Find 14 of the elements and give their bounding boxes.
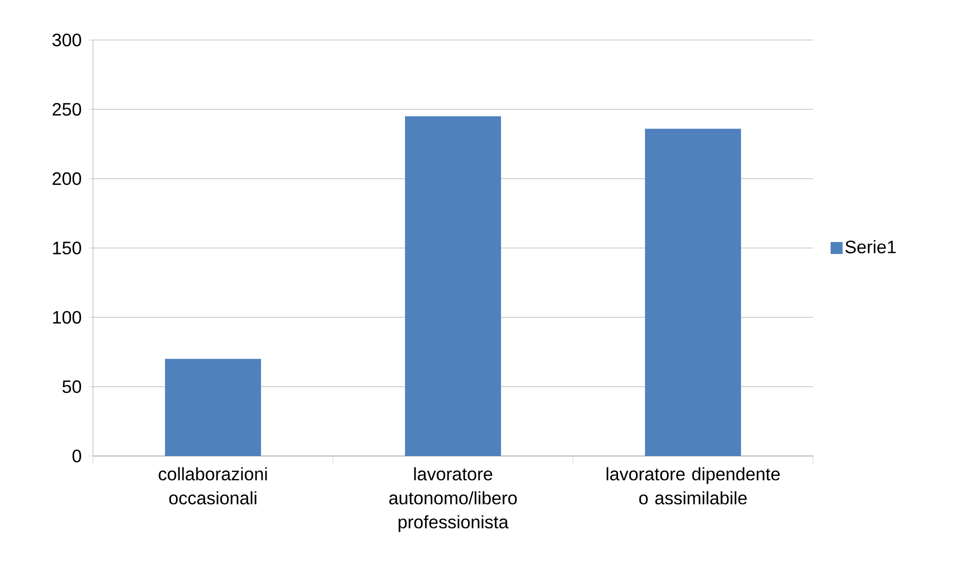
bar xyxy=(405,116,502,456)
y-tick-label: 200 xyxy=(52,172,82,186)
y-tick-label: 300 xyxy=(52,34,82,46)
x-tick-label: lavoratore autonomo/libero professionista xyxy=(389,467,517,532)
y-tick-label: 250 xyxy=(52,102,82,116)
y-tick-label: 150 xyxy=(53,242,82,254)
y-tick-label: 100 xyxy=(53,310,82,324)
bar xyxy=(645,128,742,456)
x-tick-label: collaborazioni occasionali xyxy=(158,467,267,504)
y-tick-label: 0 xyxy=(72,450,82,462)
legend-label: Serie1 xyxy=(845,240,896,254)
y-tick-label: 50 xyxy=(62,380,82,394)
bar xyxy=(165,358,262,456)
x-tick-label: lavoratore dipendente o assimilabile xyxy=(606,467,780,504)
